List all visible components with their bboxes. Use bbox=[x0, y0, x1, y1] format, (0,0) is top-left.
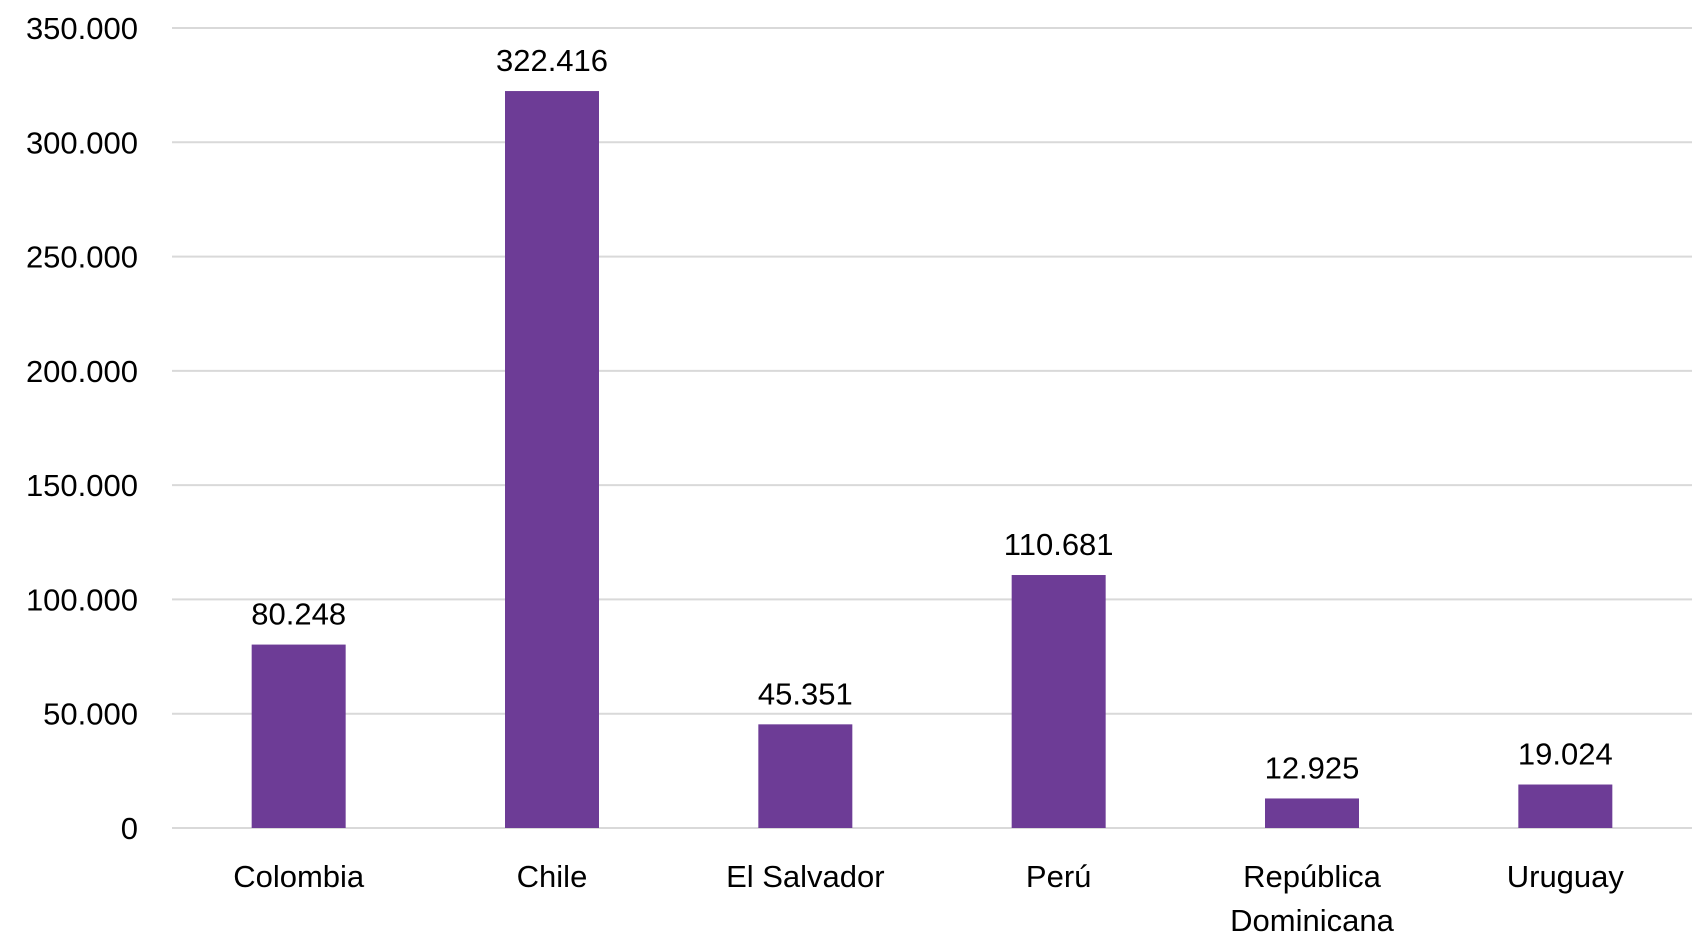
bar bbox=[1265, 798, 1359, 828]
data-label: 12.925 bbox=[1265, 750, 1360, 785]
data-label: 45.351 bbox=[758, 676, 853, 711]
data-label: 110.681 bbox=[1004, 527, 1114, 562]
data-label: 80.248 bbox=[251, 597, 346, 632]
data-labels: 80.248 322.416 45.351 110.681 12.925 19.024 bbox=[251, 43, 1612, 785]
x-tick-label: Perú bbox=[1026, 859, 1091, 894]
y-tick-label: 0 bbox=[121, 811, 138, 846]
y-tick-label: 50.000 bbox=[43, 697, 138, 732]
data-label: 19.024 bbox=[1518, 737, 1613, 772]
data-label: 322.416 bbox=[496, 43, 608, 78]
x-tick-label: Chile bbox=[517, 859, 588, 894]
bar bbox=[1011, 575, 1106, 828]
bars bbox=[251, 91, 1613, 829]
y-tick-label: 350.000 bbox=[26, 11, 138, 46]
y-tick-label: 250.000 bbox=[26, 240, 138, 275]
bar bbox=[251, 644, 346, 828]
bar bbox=[505, 91, 599, 829]
y-tick-label: 300.000 bbox=[26, 125, 138, 160]
gridlines bbox=[172, 27, 1692, 829]
x-tick-label-line: Colombia bbox=[233, 859, 365, 894]
y-tick-label: 100.000 bbox=[26, 582, 138, 617]
x-tick-label-line: Chile bbox=[517, 859, 588, 894]
y-tick-label: 150.000 bbox=[26, 468, 138, 503]
x-tick-label-line: El Salvador bbox=[726, 859, 885, 894]
bar bbox=[1518, 784, 1613, 828]
x-tick-label-line: República bbox=[1243, 859, 1382, 894]
bar bbox=[758, 724, 853, 828]
x-tick-label: República Dominicana bbox=[1230, 859, 1394, 936]
y-axis: 0 50.000 100.000 150.000 200.000 250.000 300.0… bbox=[26, 11, 138, 846]
x-tick-label-line: Perú bbox=[1026, 859, 1091, 894]
x-tick-label: Uruguay bbox=[1507, 859, 1625, 894]
x-tick-label-line: Uruguay bbox=[1507, 859, 1625, 894]
y-tick-label: 200.000 bbox=[26, 354, 138, 389]
x-axis: Colombia Chile El Salvador Perú República Dom… bbox=[233, 859, 1624, 936]
x-tick-label: Colombia bbox=[233, 859, 365, 894]
x-tick-label-line: Dominicana bbox=[1230, 903, 1394, 936]
x-tick-label: El Salvador bbox=[726, 859, 885, 894]
